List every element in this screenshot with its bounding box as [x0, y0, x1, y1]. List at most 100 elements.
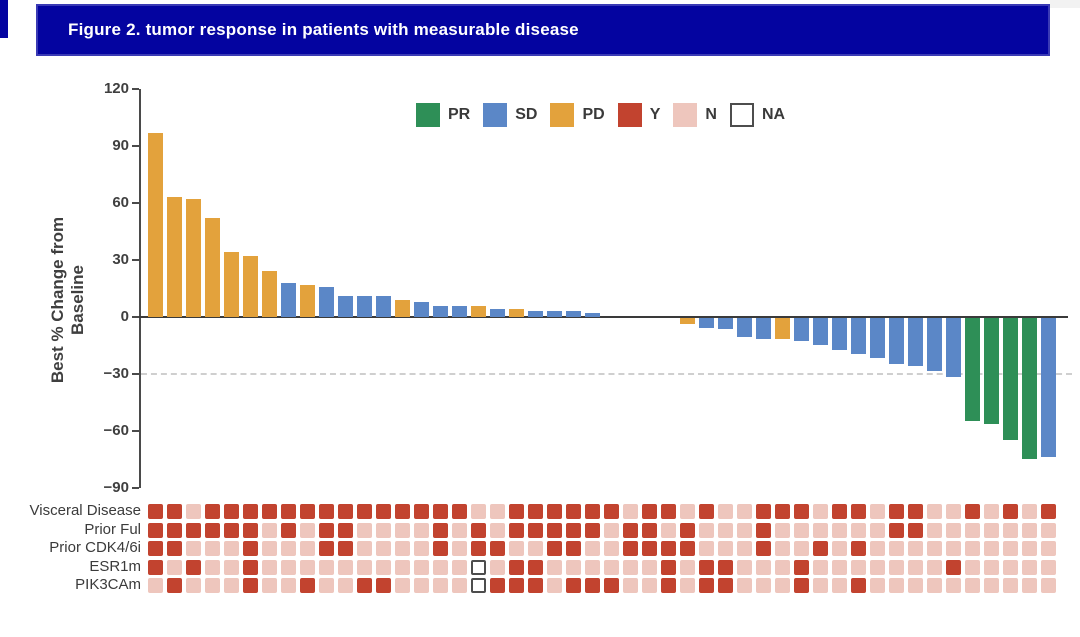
heatmap-cell-esr1m-p27: [642, 560, 657, 575]
heatmap-cell-pik3cam-p37: [832, 578, 847, 593]
bar-patient-37: [832, 318, 847, 351]
heatmap-cell-prior-cdk4-6i-p35: [794, 541, 809, 556]
heatmap-cell-pik3cam-p42: [927, 578, 942, 593]
heatmap-cell-visceral-disease-p6: [243, 504, 258, 519]
heatmap-cell-prior-ful-p24: [585, 523, 600, 538]
heatmap-cell-visceral-disease-p43: [946, 504, 961, 519]
bar-patient-14: [395, 299, 410, 317]
figure-title: Figure 2. tumor response in patients wit…: [68, 20, 579, 39]
heatmap-cell-pik3cam-p24: [585, 578, 600, 593]
heatmap-cell-visceral-disease-p5: [224, 504, 239, 519]
heatmap-cell-prior-cdk4-6i-p16: [433, 541, 448, 556]
heatmap-cell-prior-cdk4-6i-p33: [756, 541, 771, 556]
legend-item-y: Y: [617, 103, 660, 127]
y-tick-mark: [132, 259, 139, 261]
heatmap-cell-esr1m-p8: [281, 560, 296, 575]
heatmap-cell-prior-cdk4-6i-p25: [604, 541, 619, 556]
heatmap-cell-prior-ful-p14: [395, 523, 410, 538]
bar-patient-23: [566, 311, 581, 317]
heatmap-cell-esr1m-p42: [927, 560, 942, 575]
y-axis-title: Best % Change from Baseline: [48, 216, 87, 384]
bar-patient-12: [357, 296, 372, 317]
heatmap-cell-prior-cdk4-6i-p36: [813, 541, 828, 556]
heatmap-cell-visceral-disease-p47: [1022, 504, 1037, 519]
bar-patient-41: [908, 318, 923, 366]
heatmap-cell-pik3cam-p31: [718, 578, 733, 593]
bar-patient-38: [851, 318, 866, 355]
heatmap-cell-prior-ful-p2: [167, 523, 182, 538]
heatmap-cell-visceral-disease-p46: [1003, 504, 1018, 519]
heatmap-cell-prior-cdk4-6i-p20: [509, 541, 524, 556]
heatmap-cell-visceral-disease-p37: [832, 504, 847, 519]
heatmap-cell-pik3cam-p12: [357, 578, 372, 593]
heatmap-cell-visceral-disease-p7: [262, 504, 277, 519]
heatmap-cell-prior-cdk4-6i-p34: [775, 541, 790, 556]
heatmap-cell-pik3cam-p36: [813, 578, 828, 593]
heatmap-cell-pik3cam-p27: [642, 578, 657, 593]
bar-patient-5: [224, 252, 239, 317]
heatmap-cell-visceral-disease-p17: [452, 504, 467, 519]
heatmap-cell-prior-ful-p3: [186, 523, 201, 538]
heatmap-cell-prior-cdk4-6i-p2: [167, 541, 182, 556]
heatmap-cell-prior-cdk4-6i-p26: [623, 541, 638, 556]
y-tick-mark: [132, 487, 139, 489]
legend-label: N: [705, 106, 717, 123]
heatmap-cell-visceral-disease-p41: [908, 504, 923, 519]
heatmap-cell-prior-cdk4-6i-p9: [300, 541, 315, 556]
heatmap-cell-pik3cam-p47: [1022, 578, 1037, 593]
y-tick-mark: [132, 316, 139, 318]
y-tick-mark: [132, 202, 139, 204]
heatmap-cell-prior-cdk4-6i-p8: [281, 541, 296, 556]
heatmap-cell-esr1m-p31: [718, 560, 733, 575]
heatmap-cell-visceral-disease-p8: [281, 504, 296, 519]
heatmap-cell-prior-cdk4-6i-p23: [566, 541, 581, 556]
heatmap-cell-prior-ful-p4: [205, 523, 220, 538]
heatmap-cell-visceral-disease-p25: [604, 504, 619, 519]
heatmap-cell-prior-cdk4-6i-p7: [262, 541, 277, 556]
heatmap-cell-prior-ful-p23: [566, 523, 581, 538]
heatmap-cell-visceral-disease-p26: [623, 504, 638, 519]
bar-patient-8: [281, 282, 296, 317]
heatmap-cell-pik3cam-p7: [262, 578, 277, 593]
heatmap-row-label: PIK3CAm: [75, 576, 141, 593]
bar-patient-22: [547, 311, 562, 317]
heatmap-cell-prior-cdk4-6i-p48: [1041, 541, 1056, 556]
bar-patient-6: [243, 256, 258, 317]
heatmap-cell-esr1m-p15: [414, 560, 429, 575]
heatmap-cell-visceral-disease-p38: [851, 504, 866, 519]
bar-patient-42: [927, 318, 942, 372]
legend-swatch-pd: [550, 103, 575, 127]
heatmap-cell-esr1m-p12: [357, 560, 372, 575]
heatmap-cell-esr1m-p21: [528, 560, 543, 575]
heatmap-cell-esr1m-p34: [775, 560, 790, 575]
heatmap-cell-prior-ful-p21: [528, 523, 543, 538]
y-tick-mark: [132, 430, 139, 432]
heatmap-cell-pik3cam-p21: [528, 578, 543, 593]
legend-item-pd: PD: [550, 103, 605, 127]
heatmap-cell-prior-cdk4-6i-p12: [357, 541, 372, 556]
y-axis-spine: [139, 89, 141, 488]
bar-patient-39: [870, 318, 885, 358]
bar-patient-33: [756, 318, 771, 339]
heatmap-cell-pik3cam-p45: [984, 578, 999, 593]
heatmap-cell-esr1m-p9: [300, 560, 315, 575]
heatmap-cell-pik3cam-p18: [471, 578, 486, 593]
legend-label: PR: [448, 106, 471, 123]
heatmap-cell-pik3cam-p22: [547, 578, 562, 593]
legend-item-pr: PR: [416, 103, 470, 127]
heatmap-cell-pik3cam-p39: [870, 578, 885, 593]
heatmap-cell-esr1m-p37: [832, 560, 847, 575]
heatmap-cell-prior-ful-p16: [433, 523, 448, 538]
heatmap-cell-esr1m-p44: [965, 560, 980, 575]
heatmap-cell-visceral-disease-p23: [566, 504, 581, 519]
heatmap-cell-prior-ful-p20: [509, 523, 524, 538]
heatmap-cell-prior-cdk4-6i-p39: [870, 541, 885, 556]
heatmap-cell-prior-cdk4-6i-p47: [1022, 541, 1037, 556]
heatmap-cell-visceral-disease-p31: [718, 504, 733, 519]
heatmap-cell-esr1m-p32: [737, 560, 752, 575]
heatmap-cell-esr1m-p1: [148, 560, 163, 575]
legend-swatch-pr: [416, 103, 440, 127]
heatmap-cell-visceral-disease-p27: [642, 504, 657, 519]
bar-patient-46: [1003, 318, 1018, 440]
